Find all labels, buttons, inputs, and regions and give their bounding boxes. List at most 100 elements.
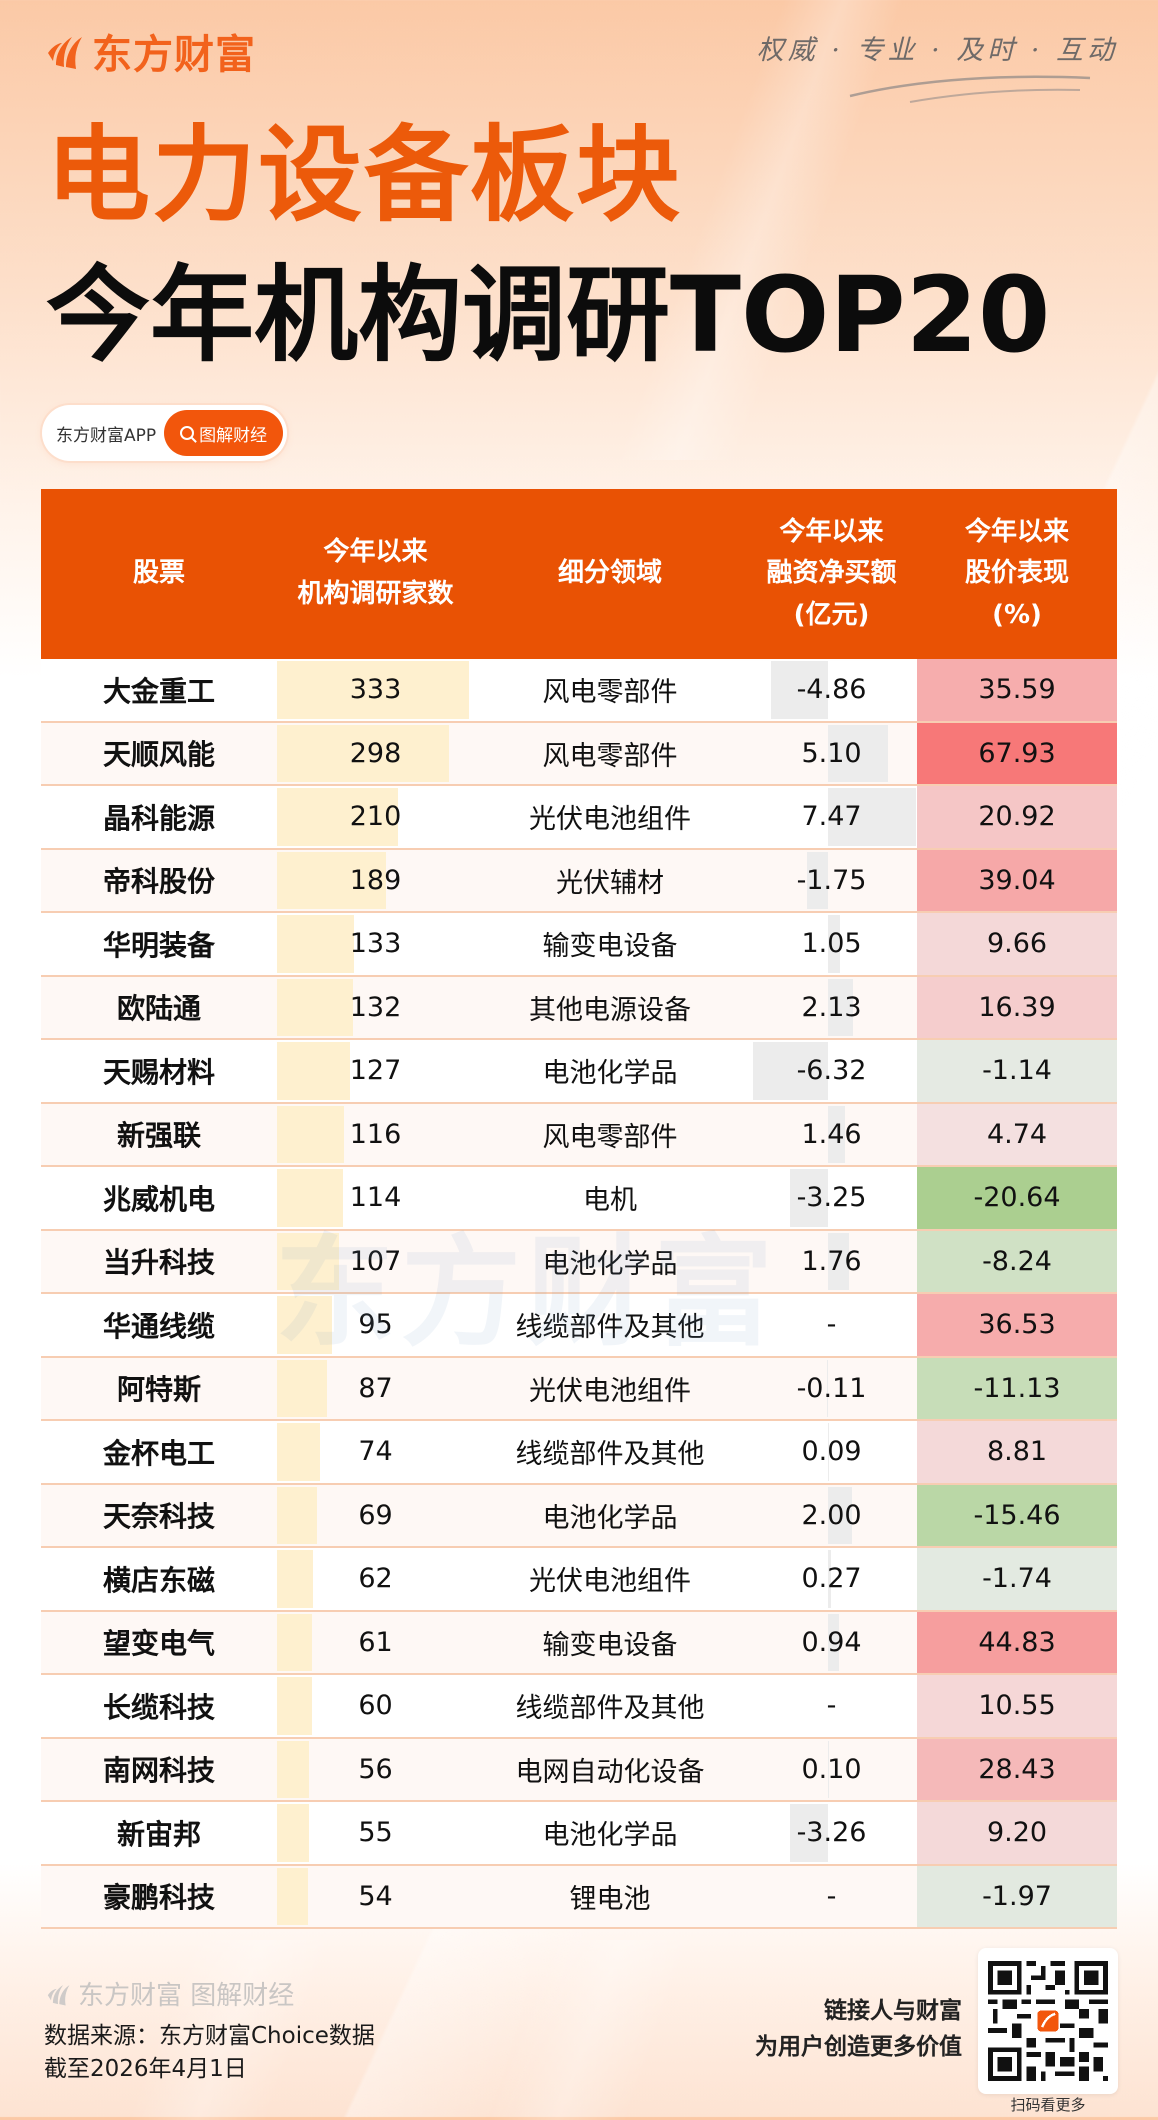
survey-count: 127 — [277, 1040, 474, 1102]
sector: 风电零部件 — [542, 740, 678, 772]
qr-caption: 扫码看更多 — [1010, 2096, 1086, 2114]
financing-bar — [828, 1423, 830, 1481]
sector: 线缆部件及其他 — [515, 1312, 705, 1344]
performance-value: -1.97 — [917, 1865, 1117, 1927]
survey-count: 114 — [277, 1167, 474, 1229]
sector: 电网自动化设备 — [515, 1756, 705, 1788]
table-row: 晶科能源 210 光伏电池组件 7.47 20.92 — [41, 786, 1117, 850]
survey-count: 298 — [277, 723, 474, 785]
financing-bar — [828, 1486, 852, 1544]
stock-name: 金杯电工 — [102, 1436, 215, 1470]
table-row: 天顺风能 298 风电零部件 5.10 67.93 — [41, 722, 1117, 786]
performance-value: 9.20 — [917, 1802, 1117, 1864]
survey-bar — [277, 1042, 351, 1100]
survey-count: 74 — [277, 1421, 474, 1483]
stock-name: 天顺风能 — [102, 738, 215, 772]
financing-value: -3.26 — [746, 1802, 917, 1864]
search-icon — [180, 426, 195, 440]
sector: 风电零部件 — [542, 1121, 678, 1153]
stock-name: 华通线缆 — [102, 1309, 215, 1343]
performance-value: 9.66 — [917, 913, 1117, 975]
table-row: 华通线缆 95 线缆部件及其他 - 36.53 — [41, 1294, 1117, 1358]
app-pill: 东方财富APP 图解财经 — [42, 405, 288, 461]
financing-value: -6.32 — [746, 1040, 917, 1102]
survey-count: 132 — [277, 977, 474, 1039]
stock-name: 晶科能源 — [102, 801, 215, 835]
performance-value: -1.14 — [917, 1040, 1117, 1102]
brand-logo: 东方财富 — [42, 22, 256, 80]
stock-name: 兆威机电 — [102, 1182, 215, 1216]
qr-code[interactable] — [978, 1948, 1118, 2094]
table-row: 长缆科技 60 线缆部件及其他 - 10.55 — [41, 1675, 1117, 1739]
financing-value: 1.76 — [746, 1231, 917, 1293]
survey-bar — [277, 1296, 332, 1354]
financing-value: -1.75 — [746, 850, 917, 912]
stock-name: 当升科技 — [102, 1246, 215, 1280]
survey-bar — [277, 1232, 339, 1290]
financing-value: 1.46 — [746, 1104, 917, 1166]
sector: 风电零部件 — [542, 677, 678, 709]
sector: 其他电源设备 — [529, 994, 691, 1026]
financing-bar — [828, 1740, 830, 1798]
table-header: 股票 今年以来 机构调研家数 细分领域 今年以来 融资净买额 (亿元) 今年以来… — [41, 489, 1117, 659]
financing-bar — [828, 1550, 832, 1608]
financing-value: 2.00 — [746, 1485, 917, 1547]
sector: 电池化学品 — [542, 1820, 678, 1852]
table-row: 兆威机电 114 电机 -3.25 -20.64 — [41, 1167, 1117, 1231]
background-stripe — [487, 1940, 693, 2120]
table-row: 阿特斯 87 光伏电池组件 -0.11 -11.13 — [41, 1357, 1117, 1421]
survey-count: 61 — [277, 1612, 474, 1674]
eastmoney-logo-icon — [47, 1984, 70, 2005]
survey-bar — [277, 1550, 313, 1608]
footer-slogan-line1: 链接人与财富 — [824, 1998, 962, 2024]
data-date: 截至2026年4月1日 — [44, 2056, 247, 2083]
stock-name: 横店东磁 — [102, 1563, 215, 1597]
tujie-caijing-button[interactable]: 图解财经 — [164, 410, 284, 456]
stock-name: 望变电气 — [102, 1627, 215, 1661]
financing-value: - — [826, 1309, 837, 1341]
page-title-line2: 今年机构调研TOP20 — [46, 254, 1051, 376]
survey-count: 55 — [277, 1802, 474, 1864]
stock-name: 大金重工 — [102, 674, 215, 708]
performance-value: 10.55 — [917, 1675, 1117, 1737]
sector: 电池化学品 — [542, 1058, 678, 1090]
table-row: 欧陆通 132 其他电源设备 2.13 16.39 — [41, 976, 1117, 1040]
financing-bar — [753, 1042, 828, 1100]
survey-count: 333 — [277, 659, 474, 721]
table-row: 天奈科技 69 电池化学品 2.00 -15.46 — [41, 1484, 1117, 1548]
financing-bar — [828, 1613, 840, 1671]
header-performance: 今年以来 股价表现 (%) — [964, 516, 1069, 630]
financing-value: 0.27 — [746, 1548, 917, 1610]
financing-bar — [828, 724, 889, 782]
table-row: 大金重工 333 风电零部件 -4.86 35.59 — [41, 659, 1117, 723]
survey-count: 116 — [277, 1104, 474, 1166]
table-row: 横店东磁 62 光伏电池组件 0.27 -1.74 — [41, 1548, 1117, 1612]
financing-bar — [828, 1232, 849, 1290]
survey-bar — [277, 788, 398, 846]
footer-slogan: 链接人与财富 为用户创造更多价值 — [755, 1994, 962, 2065]
performance-value: -1.74 — [917, 1548, 1117, 1610]
footer-slogan-line2: 为用户创造更多价值 — [755, 2033, 962, 2060]
header-sector: 细分领域 — [557, 558, 662, 589]
performance-value: 39.04 — [917, 849, 1117, 911]
survey-bar — [277, 851, 386, 909]
survey-bar — [277, 1169, 343, 1227]
stock-name: 长缆科技 — [102, 1690, 215, 1724]
survey-count: 60 — [277, 1675, 474, 1737]
financing-value: - — [826, 1880, 837, 1912]
survey-count: 189 — [277, 850, 474, 912]
survey-count: 107 — [277, 1231, 474, 1293]
performance-value: 8.81 — [917, 1421, 1117, 1483]
sector: 电机 — [583, 1185, 637, 1217]
sector: 输变电设备 — [542, 931, 678, 963]
survey-bar — [277, 1740, 310, 1798]
sector: 光伏电池组件 — [529, 804, 691, 836]
performance-value: -15.46 — [917, 1484, 1117, 1546]
financing-bar — [789, 1804, 828, 1862]
table-row: 华明装备 133 输变电设备 1.05 9.66 — [41, 913, 1117, 977]
financing-value: - — [826, 1690, 837, 1722]
survey-count: 87 — [277, 1358, 474, 1420]
survey-count: 54 — [277, 1866, 474, 1928]
financing-bar — [828, 788, 917, 846]
header-surveys: 今年以来 机构调研家数 — [297, 537, 454, 609]
